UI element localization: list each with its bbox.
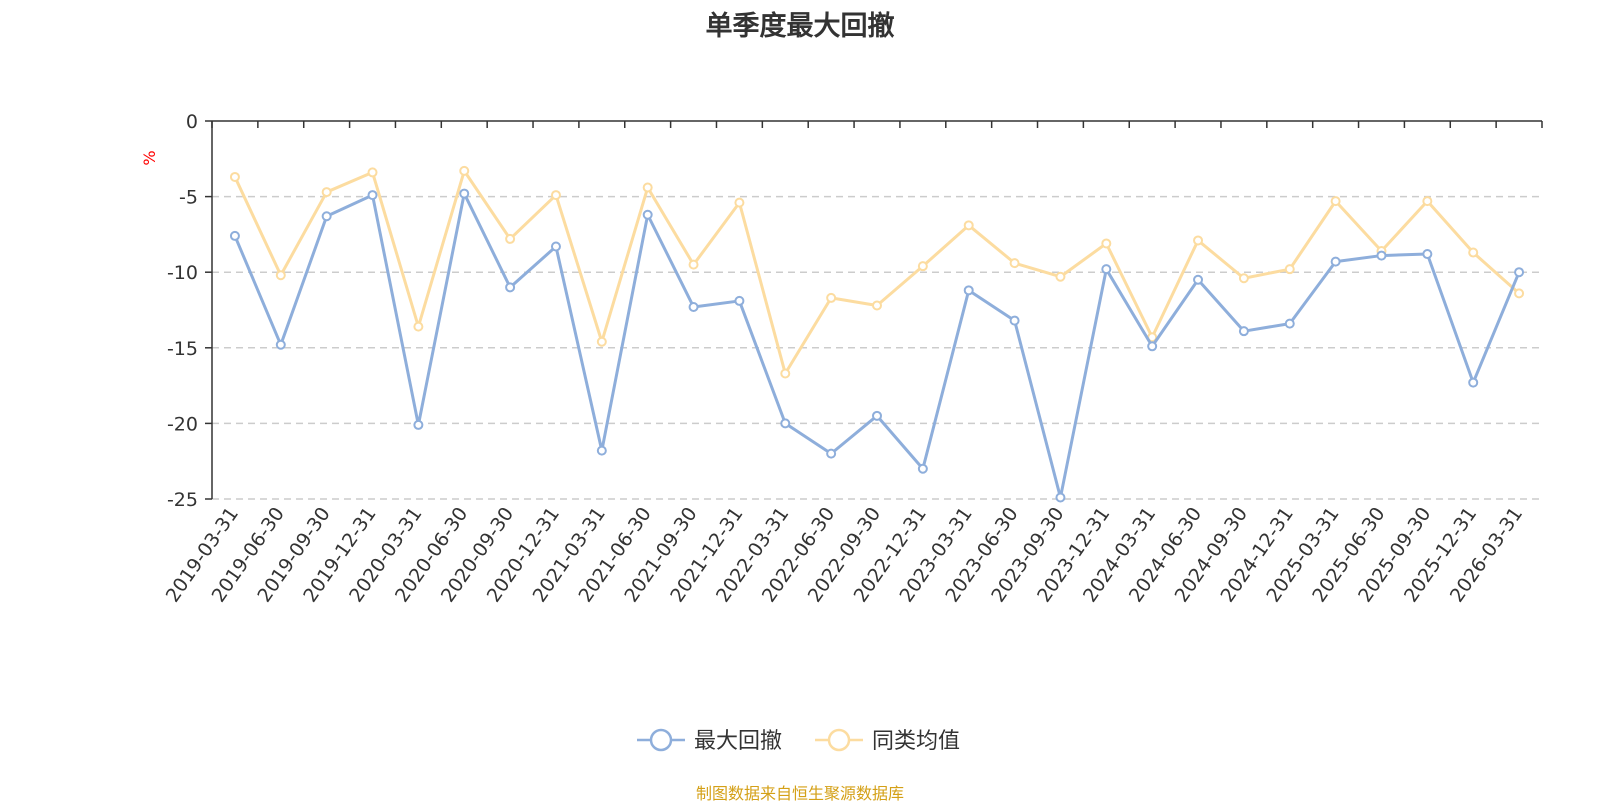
data-point[interactable] <box>1330 256 1341 267</box>
data-point[interactable] <box>1055 492 1066 503</box>
y-tick-label: -20 <box>167 413 198 435</box>
y-tick-label: -25 <box>167 489 198 511</box>
chart-title: 单季度最大回撤 <box>705 11 895 42</box>
y-axis-unit-label: % <box>140 150 159 165</box>
series <box>229 165 1525 503</box>
series-peer-average <box>229 165 1525 379</box>
data-point[interactable] <box>596 336 607 347</box>
data-point[interactable] <box>275 270 286 281</box>
data-point[interactable] <box>1514 267 1525 278</box>
data-point[interactable] <box>780 418 791 429</box>
data-point[interactable] <box>1468 247 1479 258</box>
data-point[interactable] <box>459 188 470 199</box>
data-point[interactable] <box>367 167 378 178</box>
data-point[interactable] <box>917 463 928 474</box>
source-note: 制图数据来自恒生聚源数据库 <box>695 784 904 803</box>
data-point[interactable] <box>1238 273 1249 284</box>
grid-lines <box>212 195 1542 500</box>
data-point[interactable] <box>413 419 424 430</box>
legend-label: 最大回撤 <box>694 729 782 754</box>
data-point[interactable] <box>1422 249 1433 260</box>
data-point[interactable] <box>367 190 378 201</box>
data-point[interactable] <box>1055 271 1066 282</box>
data-point[interactable] <box>826 448 837 459</box>
data-point[interactable] <box>275 339 286 350</box>
legend-item[interactable]: 最大回撤 <box>637 728 782 754</box>
data-point[interactable] <box>642 182 653 193</box>
data-point[interactable] <box>321 187 332 198</box>
series-max-drawdown <box>229 188 1525 503</box>
data-point[interactable] <box>1193 235 1204 246</box>
y-tick-label: -5 <box>179 187 198 209</box>
data-point[interactable] <box>505 282 516 293</box>
data-point[interactable] <box>963 285 974 296</box>
data-point[interactable] <box>550 241 561 252</box>
y-tick-label: 0 <box>186 111 198 133</box>
data-point[interactable] <box>1468 377 1479 388</box>
legend-marker-icon <box>649 728 673 752</box>
data-point[interactable] <box>688 259 699 270</box>
legend-label: 同类均值 <box>872 729 960 754</box>
data-point[interactable] <box>321 211 332 222</box>
data-point[interactable] <box>1101 264 1112 275</box>
data-point[interactable] <box>459 165 470 176</box>
data-point[interactable] <box>1284 264 1295 275</box>
data-point[interactable] <box>1147 341 1158 352</box>
data-point[interactable] <box>1193 274 1204 285</box>
data-point[interactable] <box>596 445 607 456</box>
y-tick-label: -10 <box>167 262 198 284</box>
y-tick-label: -15 <box>167 338 198 360</box>
legend[interactable]: 最大回撤 同类均值 <box>637 728 960 754</box>
data-point[interactable] <box>505 233 516 244</box>
data-point[interactable] <box>872 300 882 311</box>
data-point[interactable] <box>1330 196 1341 207</box>
data-point[interactable] <box>413 321 424 332</box>
data-point[interactable] <box>1238 326 1249 337</box>
axes: 0-5-10-15-20-252019-03-312019-06-302019-… <box>162 111 1543 606</box>
data-point[interactable] <box>917 261 928 272</box>
data-point[interactable] <box>963 220 974 231</box>
data-point[interactable] <box>780 368 791 379</box>
data-point[interactable] <box>1284 318 1295 329</box>
data-point[interactable] <box>688 301 699 312</box>
series-line <box>233 192 1521 499</box>
data-point[interactable] <box>734 197 745 208</box>
data-point[interactable] <box>1009 315 1020 326</box>
data-point[interactable] <box>229 230 240 241</box>
data-point[interactable] <box>1376 250 1387 261</box>
data-point[interactable] <box>1009 258 1020 269</box>
legend-marker-icon <box>827 728 851 752</box>
data-point[interactable] <box>229 171 240 182</box>
data-point[interactable] <box>1101 238 1112 249</box>
data-point[interactable] <box>872 410 882 421</box>
data-point[interactable] <box>826 292 837 303</box>
data-point[interactable] <box>642 209 653 220</box>
data-point[interactable] <box>734 295 745 306</box>
data-point[interactable] <box>1422 196 1433 207</box>
data-point[interactable] <box>550 190 561 201</box>
legend-item[interactable]: 同类均值 <box>815 728 960 754</box>
data-point[interactable] <box>1514 288 1525 299</box>
